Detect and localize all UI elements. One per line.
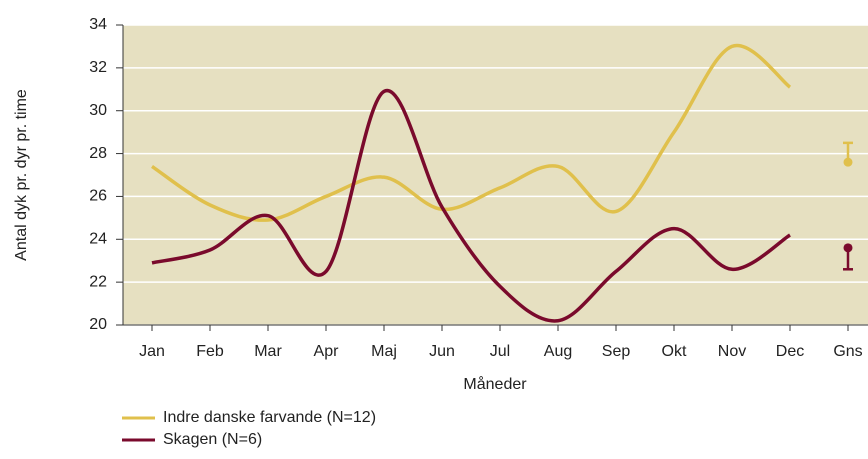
x-tick-label: Maj [371, 343, 397, 360]
y-tick-label: 26 [89, 188, 107, 205]
x-tick-label: Apr [314, 343, 340, 360]
series-line [151, 88, 791, 323]
x-tick-label: Sep [602, 343, 631, 360]
legend-label: Indre danske farvande (N=12) [163, 409, 376, 426]
y-tick-label: 28 [89, 145, 107, 162]
mean-point [843, 243, 853, 253]
mean-point [843, 157, 853, 167]
y-tick-label: 22 [89, 273, 107, 290]
series-line [151, 43, 792, 222]
x-tick-label: Mar [254, 343, 282, 360]
x-tick-label: Jan [139, 343, 165, 360]
y-tick-label: 34 [89, 16, 107, 33]
legend-label: Skagen (N=6) [163, 431, 262, 448]
x-tick-label: Aug [544, 343, 572, 360]
x-tick-label: Jun [429, 343, 455, 360]
x-axis-label: Måneder [463, 375, 527, 393]
y-tick-label: 32 [89, 59, 107, 76]
x-tick-label: Feb [196, 343, 224, 360]
x-tick-label: Jul [490, 343, 510, 360]
y-tick-label: 20 [89, 316, 107, 333]
x-tick-label: Gns [833, 343, 862, 360]
x-tick-label: Nov [718, 343, 746, 360]
x-tick-label: Okt [662, 343, 687, 360]
x-tick-label: Dec [776, 343, 804, 360]
y-tick-label: 30 [89, 102, 107, 119]
y-tick-label: 24 [89, 231, 107, 248]
plot-area [123, 25, 868, 325]
y-axis-label: Antal dyk pr. dyr pr. time [13, 89, 30, 261]
